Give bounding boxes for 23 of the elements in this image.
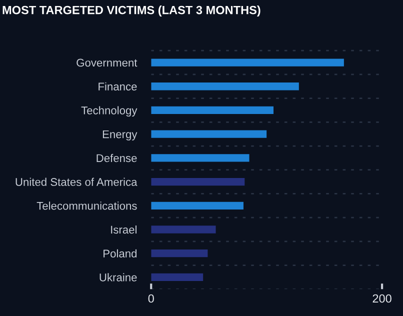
x-tick-label: 200 — [372, 294, 392, 303]
y-tick-label: Energy — [102, 130, 138, 140]
y-tick-label: Technology — [81, 106, 138, 117]
y-tick-label: Telecommunications — [36, 202, 137, 210]
bar — [151, 273, 204, 282]
bar — [151, 130, 267, 138]
y-tick-label: Government — [76, 58, 138, 67]
bar — [151, 178, 245, 186]
y-tick-label: Poland — [104, 249, 137, 258]
chart-title: MOST TARGETED VICTIMS (LAST 3 MONTHS) — [2, 6, 260, 17]
bar — [151, 250, 208, 258]
y-tick-label: Finance — [98, 82, 137, 91]
bar — [151, 226, 216, 234]
x-tick-label: 0 — [148, 294, 154, 303]
y-tick-label: Defense — [96, 154, 137, 162]
y-tick-label: Ukraine — [100, 273, 137, 282]
bar — [151, 58, 344, 66]
bar — [151, 154, 250, 162]
y-tick-label: Israel — [111, 225, 136, 234]
bar — [151, 106, 274, 114]
bar — [151, 82, 299, 90]
bar — [151, 202, 244, 210]
y-tick-label: United States of America — [16, 178, 138, 186]
